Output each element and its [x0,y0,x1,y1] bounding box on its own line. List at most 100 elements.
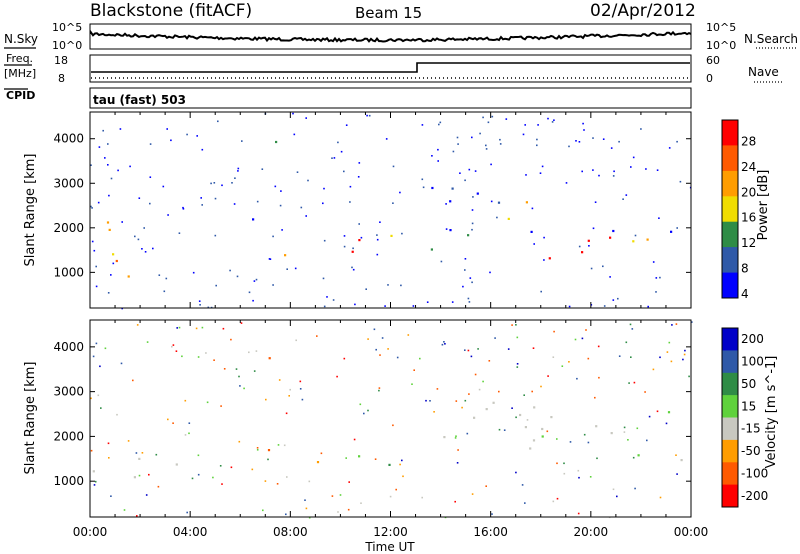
power-noise-cell [331,157,333,159]
velocity-colorbar-tick: 100 [741,355,764,369]
power-noise-cell [326,296,328,298]
power-noise-cell [565,182,568,184]
velocity-noise-cell [220,405,222,407]
power-colorbar-swatch [722,247,738,273]
power-noise-cell [445,228,448,230]
velocity-noise-cell [316,335,318,337]
velocity-cell [175,463,178,466]
velocity-noise-cell [90,397,92,400]
velocity-noise-cell [176,327,178,329]
velocity-noise-cell [467,349,470,352]
velocity-noise-cell [436,388,439,390]
power-noise-cell [119,128,122,130]
velocity-noise-cell [454,437,457,439]
power-noise-cell [464,258,467,260]
power-noise-cell [305,215,307,217]
velocity-noise-cell [132,379,134,382]
power-noise-cell [594,201,597,203]
velocity-noise-cell [644,391,646,393]
power-colorbar-swatch [722,221,738,248]
velocity-noise-cell [205,352,207,354]
velocity-cell [610,432,613,435]
velocity-colorbar-swatch [722,328,738,351]
velocity-noise-cell [688,375,690,378]
power-noise-cell [592,137,594,139]
power-noise-cell [323,305,326,308]
power-cell [612,229,615,233]
velocity-noise-cell [668,341,671,344]
power-noise-cell [253,280,256,282]
power-noise-cell [104,157,106,159]
power-noise-cell [632,156,635,159]
power-noise-cell [412,305,415,307]
velocity-noise-cell [138,474,141,477]
velocity-ytick-label: 4000 [53,340,84,354]
power-noise-cell [144,251,147,253]
power-cell [530,230,533,233]
velocity-noise-cell [526,419,529,421]
velocity-noise-cell [136,515,138,517]
power-noise-cell [445,203,447,205]
velocity-noise-cell [671,324,673,326]
velocity-noise-cell [421,496,423,499]
nave-label: Nave [748,65,779,79]
velocity-noise-cell [515,416,517,419]
power-noise-cell [248,291,251,294]
velocity-colorbar-swatch [722,395,738,418]
velocity-noise-cell [107,442,110,445]
velocity-colorbar-frame [721,327,739,508]
velocity-noise-cell [444,343,446,345]
velocity-noise-cell [120,362,123,365]
velocity-noise-cell [457,449,459,451]
power-noise-cell [231,182,233,184]
velocity-noise-cell [581,337,584,340]
power-cell [351,250,354,253]
power-noise-cell [531,207,534,210]
power-noise-cell [98,146,101,148]
power-colorbar-swatch [722,120,738,146]
velocity-noise-cell [262,509,264,512]
velocity-cell [541,427,544,431]
power-noise-cell [655,291,657,293]
time-tick-label: 20:00 [574,525,609,539]
velocity-noise-cell [498,390,500,393]
velocity-noise-cell [682,358,684,361]
power-noise-cell [471,136,473,139]
power-noise-cell [233,203,236,205]
velocity-noise-cell [256,447,259,449]
velocity-noise-cell [413,369,415,371]
cpid-value: tau (fast) 503 [93,93,186,107]
power-colorbar-swatch [722,170,738,197]
velocity-noise-cell [188,432,190,435]
power-noise-cell [307,179,309,182]
power-noise-cell [617,297,619,300]
power-noise-cell [143,227,145,229]
power-ytick-label: 4000 [53,132,84,146]
velocity-noise-cell [267,458,269,461]
velocity-noise-cell [456,462,459,464]
power-noise-cell [108,194,110,197]
power-noise-cell [640,128,642,130]
power-noise-cell [421,178,424,181]
velocity-noise-cell [454,500,456,503]
power-cell [632,240,635,243]
velocity-noise-cell [631,328,634,330]
velocity-noise-cell [264,480,267,482]
velocity-noise-cell [97,394,100,397]
power-noise-cell [439,121,442,124]
power-noise-cell [272,284,274,286]
velocity-noise-cell [104,347,107,350]
velocity-noise-cell [289,388,291,391]
power-noise-cell [210,182,212,185]
power-noise-cell [107,292,110,294]
power-noise-cell [467,297,470,300]
velocity-noise-cell [127,440,130,442]
power-noise-cell [543,236,545,239]
power-noise-cell [482,116,484,119]
velocity-ylabel: Slant Range [km] [23,362,38,475]
velocity-colorbar-swatch [722,462,738,486]
power-noise-cell [551,121,554,123]
power-noise-cell [337,141,339,144]
velocity-noise-cell [585,329,587,331]
power-noise-cell [440,260,443,263]
